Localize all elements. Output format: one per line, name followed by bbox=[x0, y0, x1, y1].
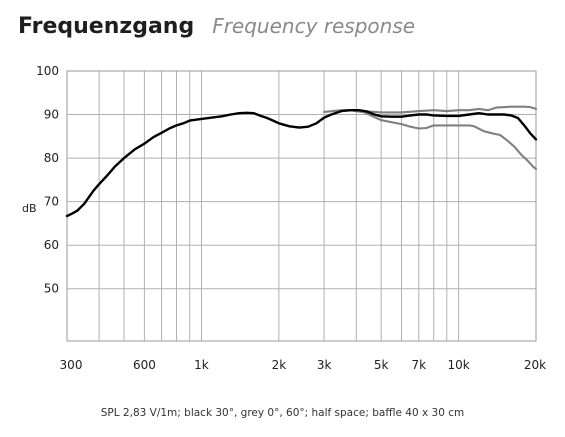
title-english: Frequency response bbox=[212, 14, 416, 38]
x-tick-label: 1k bbox=[194, 358, 209, 372]
y-tick-label: 90 bbox=[44, 108, 59, 122]
y-tick-label: 70 bbox=[44, 195, 59, 209]
x-tick-label: 2k bbox=[272, 358, 287, 372]
caption: SPL 2,83 V/1m; black 30°, grey 0°, 60°; … bbox=[100, 407, 465, 419]
series-line-grey-2 bbox=[349, 109, 538, 171]
y-tick-label: 60 bbox=[44, 238, 59, 252]
y-tick-label: 50 bbox=[44, 282, 59, 296]
plot-frame bbox=[66, 70, 537, 342]
y-tick-label: 100 bbox=[36, 64, 59, 78]
x-tick-label: 600 bbox=[133, 358, 156, 372]
chart-title: Frequenzgang Frequency response bbox=[18, 14, 415, 39]
x-tick-labels: 300 600 1k 2k 3k 5k 7k 10k 20k bbox=[60, 358, 547, 372]
x-tick-label: 20k bbox=[524, 358, 546, 372]
grid bbox=[66, 70, 537, 341]
y-tick-labels: 100 90 80 70 60 50 bbox=[36, 64, 59, 296]
x-tick-label: 5k bbox=[374, 358, 389, 372]
title-german: Frequenzgang bbox=[18, 14, 195, 39]
series bbox=[65, 105, 538, 218]
x-tick-label: 7k bbox=[411, 358, 426, 372]
y-axis-label: dB bbox=[22, 202, 37, 215]
x-tick-label: 3k bbox=[317, 358, 332, 372]
frequency-response-chart: 100 90 80 70 60 50 300 600 1k 2k 3k 5k 7k 10k 20k dB bbox=[22, 64, 547, 372]
x-tick-label: 300 bbox=[60, 358, 83, 372]
series-line-black bbox=[65, 109, 538, 218]
x-tick-label: 10k bbox=[447, 358, 469, 372]
y-tick-label: 80 bbox=[44, 151, 59, 165]
